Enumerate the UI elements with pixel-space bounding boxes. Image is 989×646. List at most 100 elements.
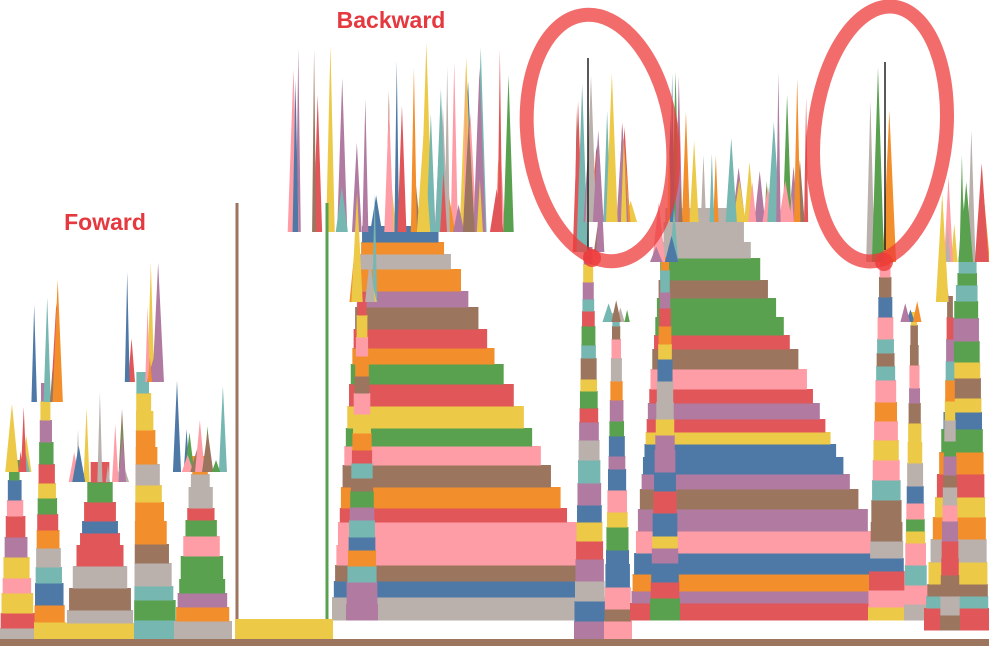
band	[874, 402, 898, 422]
spike	[202, 431, 214, 472]
spike	[503, 75, 514, 232]
band	[336, 545, 587, 566]
band	[876, 366, 896, 381]
band	[0, 628, 36, 641]
band	[652, 536, 678, 549]
band	[348, 550, 376, 567]
band	[878, 297, 893, 318]
spike	[426, 113, 436, 232]
band	[344, 446, 541, 466]
band	[39, 420, 52, 443]
band	[355, 337, 369, 357]
highlight-circles	[519, 0, 954, 271]
band	[940, 575, 960, 597]
spike	[335, 186, 348, 232]
spike	[20, 406, 27, 472]
band	[868, 607, 906, 621]
band	[179, 579, 226, 594]
spike	[52, 279, 63, 402]
band	[946, 339, 954, 362]
band	[346, 582, 378, 605]
flat-band	[235, 619, 333, 639]
spike	[664, 235, 679, 262]
band	[942, 521, 958, 542]
band	[604, 587, 631, 610]
band	[947, 296, 953, 318]
spike	[384, 106, 394, 232]
band	[610, 381, 623, 401]
band	[185, 520, 217, 537]
band	[660, 258, 761, 281]
spike	[211, 460, 221, 472]
band	[607, 512, 628, 528]
band	[954, 301, 979, 319]
spike	[394, 60, 400, 232]
band	[342, 465, 551, 488]
band	[36, 530, 60, 549]
band	[350, 364, 504, 385]
band	[333, 581, 602, 598]
spike	[97, 392, 103, 482]
spike	[112, 423, 119, 482]
band	[910, 325, 918, 346]
band	[134, 563, 172, 587]
band	[357, 292, 367, 316]
spike	[72, 445, 86, 482]
band	[6, 500, 24, 517]
band	[355, 356, 369, 377]
spike	[18, 451, 23, 472]
band	[87, 482, 113, 503]
spike	[105, 464, 110, 482]
band	[361, 242, 445, 255]
spike	[733, 179, 746, 222]
spike	[416, 134, 431, 232]
spike	[620, 137, 627, 222]
band	[873, 440, 899, 461]
band	[353, 329, 488, 349]
band	[350, 478, 374, 492]
band	[655, 435, 675, 451]
band	[359, 254, 451, 270]
band	[651, 563, 679, 583]
band	[654, 472, 676, 492]
band	[352, 348, 495, 365]
band	[72, 566, 128, 589]
band	[656, 381, 674, 403]
band	[355, 307, 479, 330]
spike	[700, 154, 707, 222]
band	[348, 537, 376, 551]
band	[869, 558, 904, 572]
band	[354, 376, 370, 394]
band	[583, 264, 594, 283]
band	[663, 222, 744, 243]
base-band	[0, 639, 989, 646]
band	[879, 265, 891, 278]
spike	[709, 153, 715, 222]
band	[949, 341, 980, 363]
band	[35, 583, 64, 606]
band	[644, 444, 837, 458]
band	[944, 401, 956, 421]
band	[604, 621, 632, 641]
band	[651, 548, 679, 564]
spike	[602, 303, 615, 322]
band	[940, 615, 960, 631]
band	[187, 508, 215, 521]
band	[183, 536, 220, 557]
spike	[124, 271, 130, 382]
band	[909, 345, 919, 366]
band	[34, 622, 66, 641]
band	[942, 505, 958, 522]
band	[654, 450, 676, 473]
band	[345, 428, 533, 447]
band	[576, 541, 604, 560]
band	[904, 604, 928, 621]
spike	[365, 257, 375, 302]
band	[36, 548, 61, 568]
band	[578, 440, 600, 461]
band	[580, 358, 597, 380]
highlight-dot	[875, 253, 893, 271]
band	[874, 421, 898, 441]
band	[174, 621, 232, 641]
